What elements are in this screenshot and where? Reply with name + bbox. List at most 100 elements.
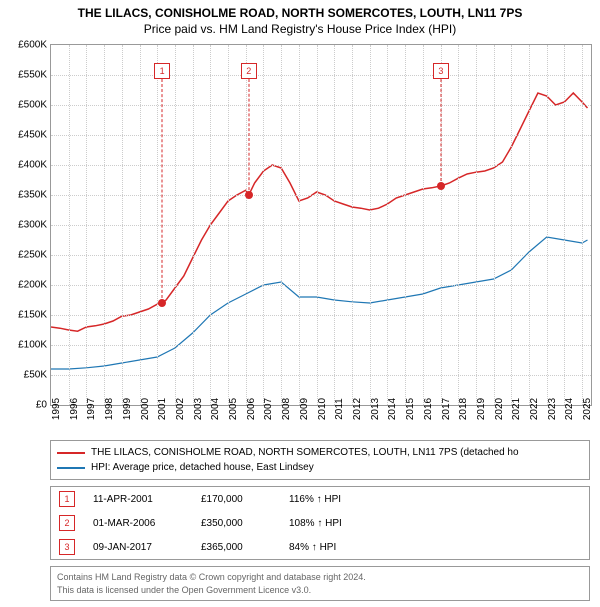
x-tick-label: 2023 xyxy=(547,398,558,420)
gridline-v xyxy=(317,45,318,405)
chart-container: THE LILACS, CONISHOLME ROAD, NORTH SOMER… xyxy=(0,0,600,601)
legend-label: HPI: Average price, detached house, East… xyxy=(91,462,314,473)
marker-badge: 2 xyxy=(241,63,257,79)
footer-attribution: Contains HM Land Registry data © Crown c… xyxy=(50,566,590,601)
marker-dot xyxy=(437,182,445,190)
gridline-v xyxy=(582,45,583,405)
x-tick-label: 2011 xyxy=(334,398,345,420)
x-tick-label: 2013 xyxy=(370,398,381,420)
x-tick-label: 2014 xyxy=(387,398,398,420)
plot-area: £0£50K£100K£150K£200K£250K£300K£350K£400… xyxy=(50,44,592,406)
y-tick-label: £0 xyxy=(36,400,47,411)
gridline-h xyxy=(51,105,591,106)
legend-row: THE LILACS, CONISHOLME ROAD, NORTH SOMER… xyxy=(57,445,583,460)
sales-price: £170,000 xyxy=(201,494,271,505)
title-address: THE LILACS, CONISHOLME ROAD, NORTH SOMER… xyxy=(10,6,590,20)
gridline-v xyxy=(423,45,424,405)
sales-row: 111-APR-2001£170,000116% ↑ HPI xyxy=(51,487,589,511)
x-tick-label: 2018 xyxy=(458,398,469,420)
gridline-v xyxy=(405,45,406,405)
gridline-v xyxy=(334,45,335,405)
titles: THE LILACS, CONISHOLME ROAD, NORTH SOMER… xyxy=(0,0,600,40)
x-tick-label: 1997 xyxy=(86,398,97,420)
marker-line xyxy=(248,79,249,195)
marker-dot xyxy=(158,299,166,307)
series-hpi xyxy=(51,237,588,369)
x-tick-label: 2021 xyxy=(511,398,522,420)
x-tick-label: 2010 xyxy=(317,398,328,420)
gridline-v xyxy=(494,45,495,405)
x-tick-label: 2003 xyxy=(193,398,204,420)
sales-row: 201-MAR-2006£350,000108% ↑ HPI xyxy=(51,511,589,535)
gridline-v xyxy=(122,45,123,405)
gridline-h xyxy=(51,255,591,256)
gridline-v xyxy=(157,45,158,405)
y-tick-label: £100K xyxy=(18,340,47,351)
gridline-v xyxy=(210,45,211,405)
legend-swatch xyxy=(57,467,85,469)
gridline-h xyxy=(51,375,591,376)
gridline-v xyxy=(86,45,87,405)
gridline-v xyxy=(352,45,353,405)
gridline-v xyxy=(476,45,477,405)
gridline-h xyxy=(51,135,591,136)
gridline-h xyxy=(51,315,591,316)
x-tick-label: 2017 xyxy=(441,398,452,420)
sales-price: £365,000 xyxy=(201,542,271,553)
gridline-v xyxy=(299,45,300,405)
x-tick-label: 2024 xyxy=(564,398,575,420)
y-tick-label: £200K xyxy=(18,280,47,291)
sales-date: 01-MAR-2006 xyxy=(93,518,183,529)
gridline-v xyxy=(387,45,388,405)
gridline-v xyxy=(228,45,229,405)
footer-line1: Contains HM Land Registry data © Crown c… xyxy=(57,571,583,584)
y-tick-label: £450K xyxy=(18,130,47,141)
sales-table: 111-APR-2001£170,000116% ↑ HPI201-MAR-20… xyxy=(50,486,590,560)
sales-price: £350,000 xyxy=(201,518,271,529)
y-tick-label: £500K xyxy=(18,100,47,111)
gridline-v xyxy=(246,45,247,405)
x-tick-label: 2002 xyxy=(175,398,186,420)
sales-badge: 3 xyxy=(59,539,75,555)
x-tick-label: 2012 xyxy=(352,398,363,420)
x-tick-label: 2022 xyxy=(529,398,540,420)
legend-swatch xyxy=(57,452,85,454)
gridline-h xyxy=(51,165,591,166)
legend-row: HPI: Average price, detached house, East… xyxy=(57,460,583,475)
marker-dot xyxy=(245,191,253,199)
gridline-v xyxy=(69,45,70,405)
x-tick-label: 1999 xyxy=(122,398,133,420)
x-tick-label: 1998 xyxy=(104,398,115,420)
gridline-v xyxy=(370,45,371,405)
y-tick-label: £150K xyxy=(18,310,47,321)
x-tick-label: 1996 xyxy=(69,398,80,420)
y-tick-label: £600K xyxy=(18,40,47,51)
gridline-v xyxy=(104,45,105,405)
y-tick-label: £550K xyxy=(18,70,47,81)
y-tick-label: £350K xyxy=(18,190,47,201)
gridline-v xyxy=(547,45,548,405)
marker-badge: 3 xyxy=(433,63,449,79)
gridline-v xyxy=(140,45,141,405)
y-tick-label: £250K xyxy=(18,250,47,261)
gridline-h xyxy=(51,195,591,196)
gridline-v xyxy=(263,45,264,405)
title-subtitle: Price paid vs. HM Land Registry's House … xyxy=(10,22,590,36)
gridline-h xyxy=(51,75,591,76)
gridline-v xyxy=(458,45,459,405)
x-tick-label: 2000 xyxy=(140,398,151,420)
sales-pct: 116% ↑ HPI xyxy=(289,494,379,505)
marker-badge: 1 xyxy=(154,63,170,79)
sales-pct: 108% ↑ HPI xyxy=(289,518,379,529)
gridline-v xyxy=(564,45,565,405)
sales-row: 309-JAN-2017£365,00084% ↑ HPI xyxy=(51,535,589,559)
x-tick-label: 1995 xyxy=(51,398,62,420)
x-tick-label: 2025 xyxy=(582,398,593,420)
series-property xyxy=(51,93,588,331)
marker-line xyxy=(440,79,441,186)
x-tick-label: 2015 xyxy=(405,398,416,420)
gridline-v xyxy=(281,45,282,405)
y-tick-label: £300K xyxy=(18,220,47,231)
y-tick-label: £400K xyxy=(18,160,47,171)
x-tick-label: 2008 xyxy=(281,398,292,420)
